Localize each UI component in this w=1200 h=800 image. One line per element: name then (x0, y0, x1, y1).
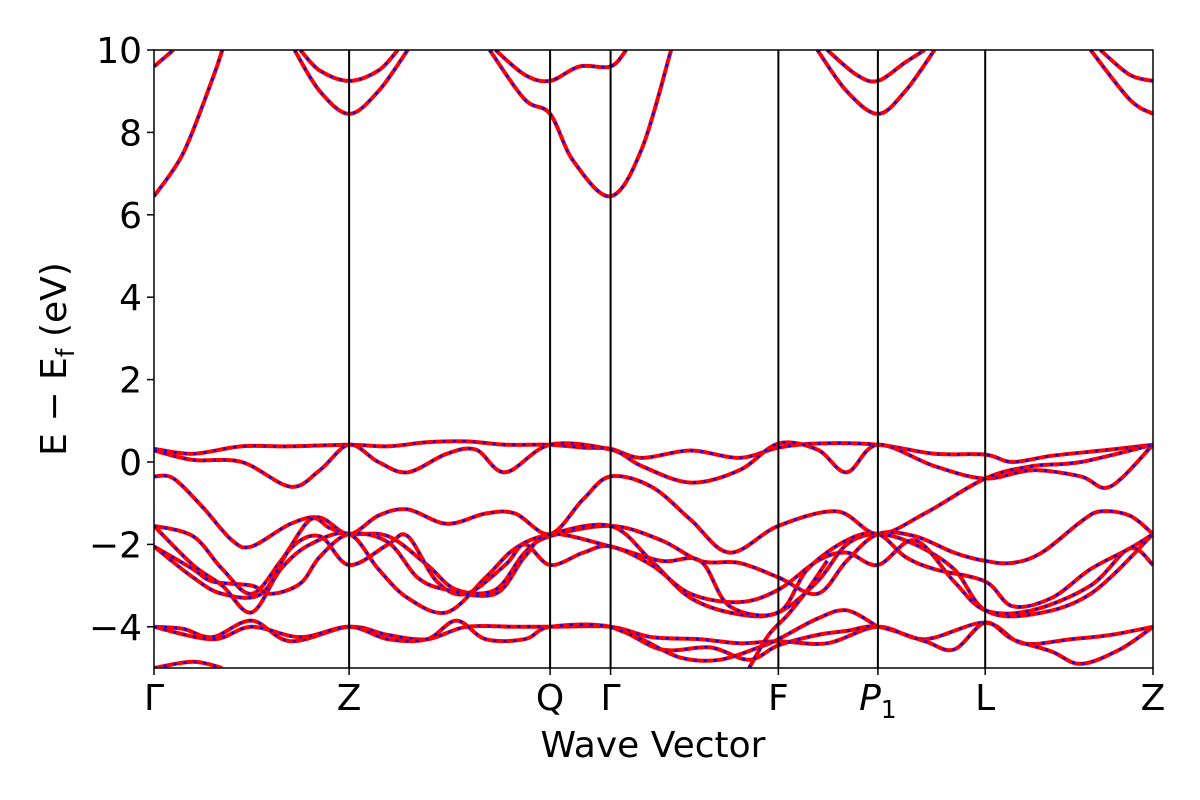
bands-layer (154, 50, 1153, 668)
band-line-10 (1089, 50, 1153, 116)
x-tick-label: F (768, 678, 789, 719)
band-line-dashed-19 (154, 619, 1153, 666)
band-line-dashed-5 (494, 50, 628, 83)
x-axis: Γ Z Q Γ F P1 L Z (144, 668, 1165, 724)
band-line-dashed-1 (154, 50, 224, 198)
y-tick-label: 8 (119, 113, 142, 154)
band-line-6 (487, 50, 674, 199)
x-tick-label: Q (536, 678, 564, 719)
x-axis-title: Wave Vector (541, 725, 766, 766)
y-tick-label: 2 (119, 361, 142, 402)
band-line-19 (154, 618, 1153, 666)
y-tick-label: −2 (89, 525, 142, 566)
y-tick-label: 4 (119, 278, 142, 319)
kpoint-lines (348, 50, 987, 668)
band-line-9 (1098, 50, 1153, 83)
band-line-7 (825, 50, 926, 84)
y-axis-title-unit: (eV) (34, 262, 75, 348)
band-line-17 (154, 531, 1153, 618)
band-line-dashed-2 (154, 50, 175, 68)
band-line-11 (154, 439, 1153, 465)
band-line-1 (154, 50, 225, 198)
x-tick-label: Z (1141, 678, 1166, 719)
y-tick-label: 6 (119, 196, 142, 237)
x-tick-label: Γ (601, 678, 621, 719)
plot-frame (153, 49, 1154, 669)
y-axis-title-main: E − E (34, 357, 75, 456)
y-axis: −4 −2 0 2 4 6 8 10 (89, 31, 154, 649)
band-line-5 (494, 50, 628, 84)
y-tick-label: 0 (119, 443, 142, 484)
x-tick-label: Γ (144, 678, 164, 719)
y-tick-label: 10 (96, 31, 142, 72)
band-line-dashed-17 (154, 531, 1153, 617)
band-line-21 (154, 659, 223, 668)
band-line-dashed-3 (299, 50, 399, 83)
band-line-dashed-15 (154, 523, 1153, 618)
x-tick-label: P1 (859, 678, 897, 724)
band-line-dashed-16 (154, 532, 1153, 615)
band-line-dashed-14 (154, 509, 1153, 596)
band-line-dashed-10 (1089, 50, 1153, 116)
band-line-22 (747, 559, 829, 668)
y-tick-label: −4 (89, 608, 142, 649)
band-line-dashed-12 (154, 441, 1153, 490)
band-line-dashed-13 (154, 443, 1153, 554)
band-line-dashed-6 (488, 50, 673, 198)
x-tick-label: L (975, 678, 995, 719)
band-line-12 (154, 440, 1153, 490)
y-axis-title-subscript: f (51, 347, 80, 357)
y-axis-title: E − Ef (eV) (34, 262, 80, 456)
x-tick-label: Z (337, 678, 362, 719)
